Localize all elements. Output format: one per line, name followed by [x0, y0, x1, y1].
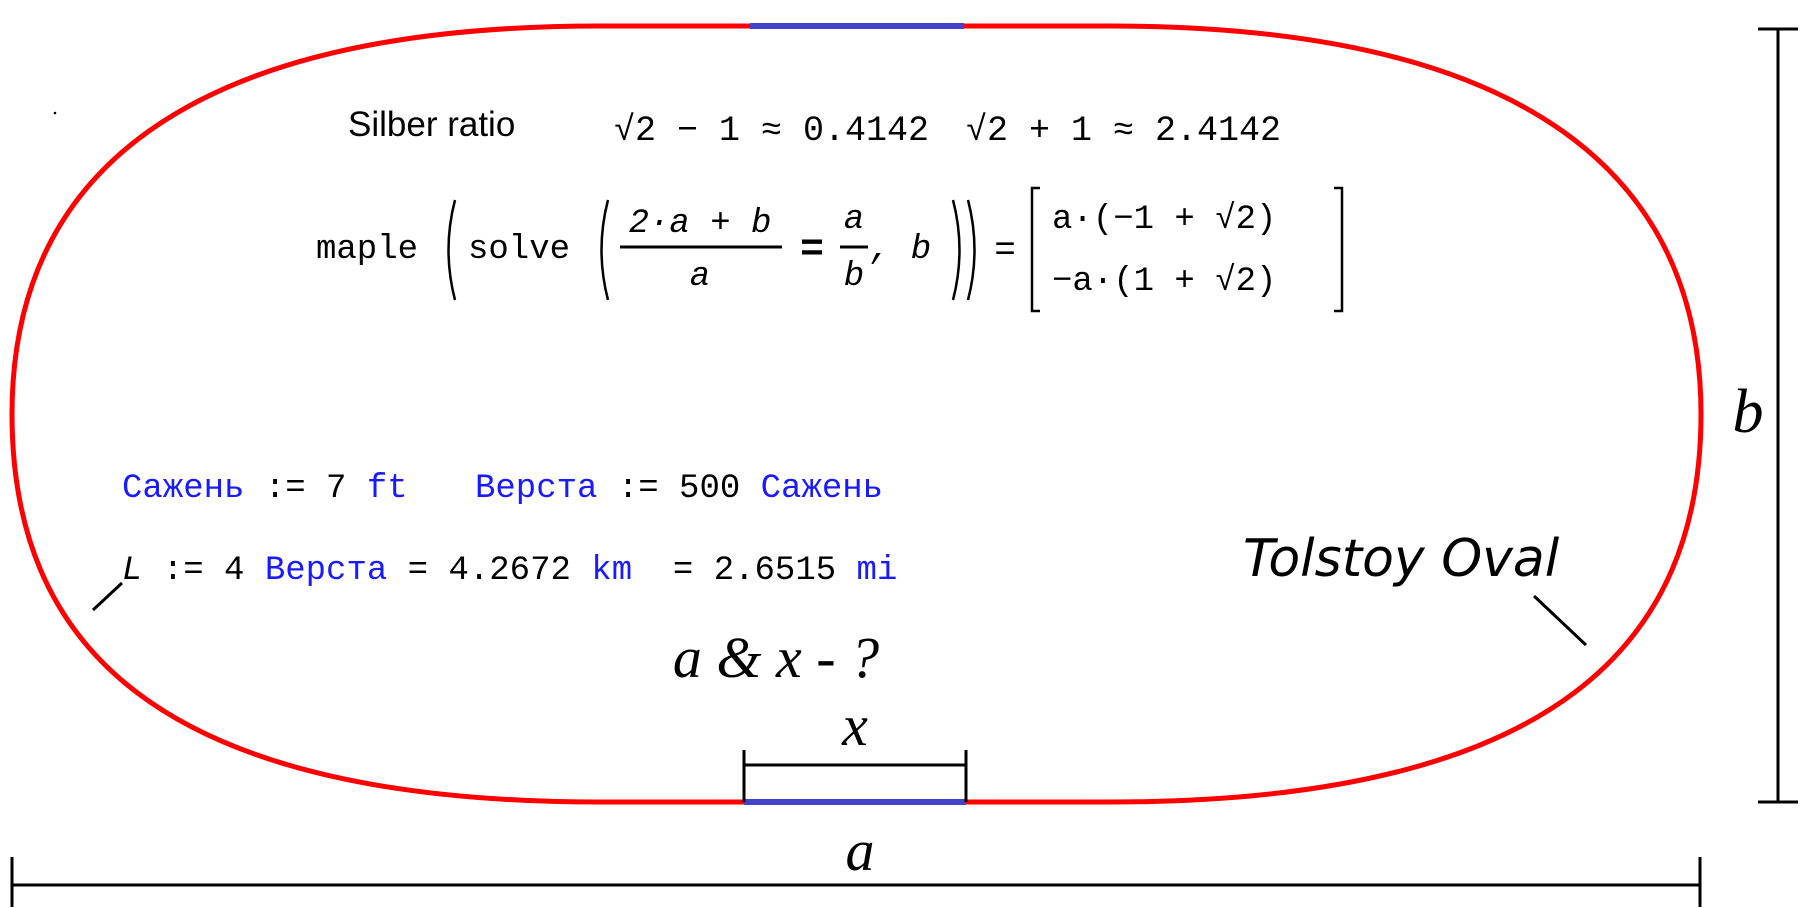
length-unit: Верста — [265, 552, 387, 590]
length-km-unit: km — [591, 552, 632, 590]
versta-definition: Верста := 500 Сажень — [475, 470, 883, 508]
length-expression: L := 4 Верста = 4.2672 km = 2.6515 mi — [122, 552, 897, 590]
rhs-denominator: b — [844, 258, 864, 296]
solve-variable: , b — [870, 231, 931, 269]
track-name-leader-line — [1532, 594, 1588, 647]
dimension-a — [10, 857, 1702, 907]
paren-open-2 — [600, 199, 610, 301]
length-mi-value: = 2.6515 — [632, 552, 856, 590]
length-mi-unit: mi — [857, 552, 898, 590]
dimension-x — [742, 750, 968, 802]
silber-expr-minus: √2 − 1 ≈ 0.4142 — [614, 111, 929, 151]
result-row-2: −a·(1 + √2) — [1052, 263, 1276, 301]
bold-equals: = — [800, 228, 824, 273]
paren-open-1 — [447, 199, 457, 301]
paren-close-2 — [951, 199, 961, 301]
dimension-a-label: a — [846, 818, 875, 883]
bracket-left — [1030, 186, 1040, 313]
length-leader-line — [91, 581, 124, 612]
silber-expr-plus: √2 + 1 ≈ 2.4142 — [966, 111, 1281, 151]
paren-close-1 — [966, 199, 976, 301]
track-name-label: Tolstoy Oval — [1243, 529, 1560, 589]
versta-def: := 500 — [597, 470, 760, 508]
fraction-denominator: a — [690, 258, 710, 296]
result-row-1: a·(−1 + √2) — [1052, 201, 1276, 239]
sazhen-name: Сажень — [122, 470, 244, 508]
dimension-b-label: b — [1733, 378, 1764, 446]
unit-definitions: Сажень := 7 ft — [122, 470, 408, 508]
length-km-value: = 4.2672 — [387, 552, 591, 590]
stray-dot — [53, 111, 57, 115]
rhs-numerator: a — [844, 201, 864, 239]
maple-fn: maple — [316, 231, 418, 269]
dimension-b — [1758, 27, 1798, 804]
sazhen-unit: ft — [367, 470, 408, 508]
maple-solve-expression: maple solve 2·a + b a = a b , b = a·(−1 … — [316, 186, 1344, 313]
silber-ratio-label: Silber ratio — [348, 105, 515, 144]
versta-name: Верста — [475, 470, 597, 508]
versta-unit: Сажень — [761, 470, 883, 508]
question-text: a & x - ? — [673, 625, 879, 690]
fraction-numerator: 2·a + b — [629, 205, 772, 243]
result-equals: = — [994, 230, 1016, 271]
bracket-right — [1334, 186, 1344, 313]
dimension-x-label: x — [841, 693, 868, 758]
length-var: L — [122, 552, 142, 590]
solve-fn: solve — [468, 231, 570, 269]
length-assign: := 4 — [142, 552, 264, 590]
sazhen-def: := 7 — [244, 470, 366, 508]
oval-track — [9, 23, 1704, 805]
